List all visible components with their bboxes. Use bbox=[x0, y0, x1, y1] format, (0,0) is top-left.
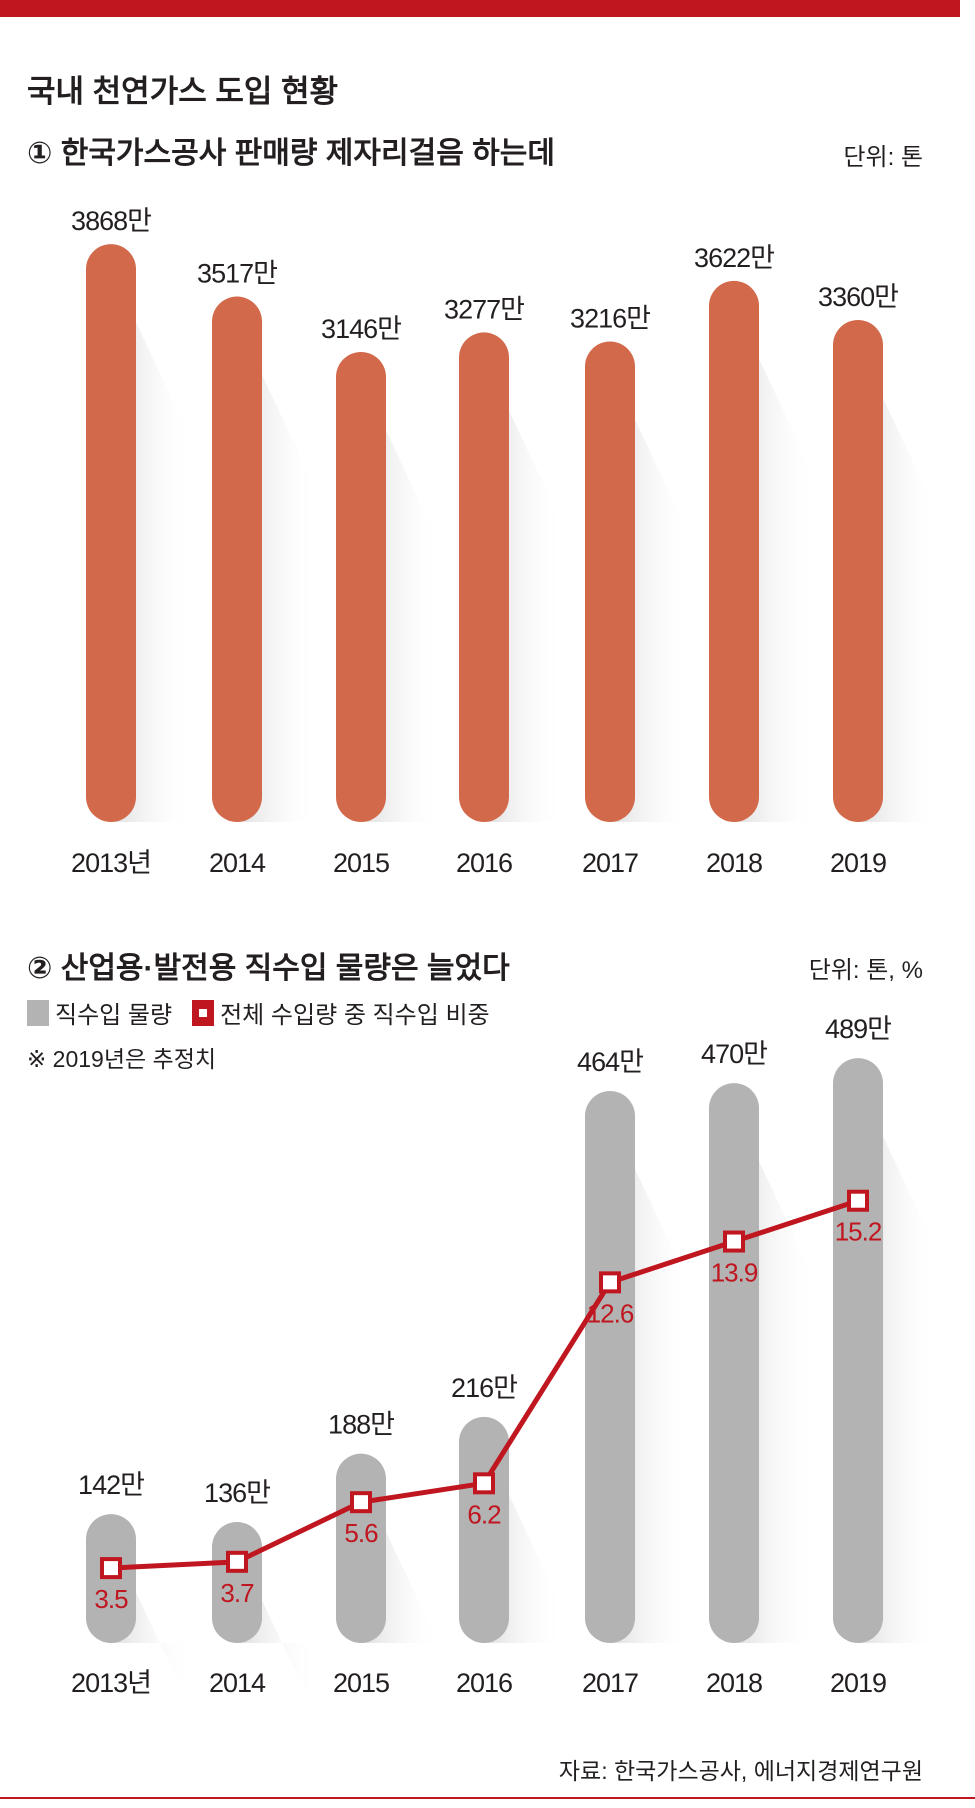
value-label: 3517만 bbox=[197, 259, 277, 289]
value-label: 3622만 bbox=[694, 243, 774, 273]
bottom-rule bbox=[0, 1797, 975, 1799]
line-marker bbox=[473, 1472, 495, 1495]
bar-2019 bbox=[833, 320, 883, 822]
line-marker bbox=[100, 1557, 122, 1580]
chart2-note: ※ 2019년은 추정치 bbox=[27, 1046, 217, 1072]
line-value-label: 6.2 bbox=[467, 1499, 501, 1529]
bar-2019 bbox=[833, 1058, 883, 1643]
top-accent-bar bbox=[0, 0, 960, 17]
line-marker bbox=[723, 1230, 745, 1253]
x-tick-label: 2018 bbox=[706, 848, 762, 878]
value-label: 188만 bbox=[328, 1410, 394, 1440]
bar-2018 bbox=[709, 280, 759, 823]
value-label: 3146만 bbox=[321, 314, 401, 344]
x-tick-label: 2019 bbox=[830, 1668, 886, 1698]
line-value-label: 5.6 bbox=[344, 1518, 378, 1548]
bar-2015 bbox=[336, 1453, 386, 1643]
value-label: 3216만 bbox=[570, 304, 650, 334]
legend-label-bar: 직수입 물량 bbox=[55, 1002, 173, 1029]
value-label: 470만 bbox=[701, 1039, 767, 1069]
x-tick-label: 2017 bbox=[582, 848, 638, 878]
x-tick-label: 2015 bbox=[333, 848, 389, 878]
line-value-label: 12.6 bbox=[587, 1298, 634, 1328]
line-value-label: 3.7 bbox=[220, 1578, 254, 1608]
x-tick-label: 2015 bbox=[333, 1668, 389, 1698]
x-tick-label: 2016 bbox=[456, 848, 512, 878]
value-label: 3277만 bbox=[444, 294, 524, 324]
bar-2015 bbox=[336, 351, 386, 822]
legend-swatch-bar bbox=[27, 999, 49, 1026]
source-note: 자료: 한국가스공사, 에너지경제연구원 bbox=[558, 1758, 923, 1784]
chart1-unit: 단위: 톤 bbox=[843, 144, 923, 171]
chart2-legend: 직수입 물량 전체 수입량 중 직수입 비중 bbox=[27, 995, 490, 1030]
legend-label-line: 전체 수입량 중 직수입 비중 bbox=[220, 1002, 490, 1029]
line-marker bbox=[599, 1271, 621, 1294]
line-marker bbox=[350, 1491, 372, 1514]
value-label: 464만 bbox=[577, 1047, 643, 1077]
x-tick-label: 2013년 bbox=[71, 1668, 151, 1698]
value-label: 3360만 bbox=[818, 282, 898, 312]
line-marker bbox=[226, 1550, 248, 1573]
x-tick-label: 2016 bbox=[456, 1668, 512, 1698]
bar-2013년 bbox=[86, 244, 136, 823]
page-title: 국내 천연가스 도입 현황 bbox=[27, 74, 339, 109]
value-label: 142만 bbox=[78, 1470, 144, 1500]
x-tick-label: 2019 bbox=[830, 848, 886, 878]
value-label: 216만 bbox=[451, 1373, 517, 1403]
bar-2018 bbox=[709, 1083, 759, 1643]
x-tick-label: 2017 bbox=[582, 1668, 638, 1698]
value-label: 136만 bbox=[204, 1478, 270, 1508]
legend-swatch-line bbox=[192, 999, 215, 1026]
bar-2017 bbox=[585, 341, 635, 822]
value-label: 3868만 bbox=[71, 206, 151, 236]
line-value-label: 15.2 bbox=[835, 1217, 882, 1247]
value-label: 489만 bbox=[825, 1014, 891, 1044]
x-tick-label: 2018 bbox=[706, 1668, 762, 1698]
chart1-title: ① 한국가스공사 판매량 제자리걸음 하는데 bbox=[27, 137, 555, 170]
x-tick-label: 2014 bbox=[209, 1668, 266, 1698]
line-value-label: 13.9 bbox=[711, 1258, 758, 1288]
bar-2014 bbox=[212, 296, 262, 823]
chart2-unit: 단위: 톤, % bbox=[808, 957, 923, 984]
x-tick-label: 2013년 bbox=[71, 848, 151, 878]
bar-2016 bbox=[459, 1416, 509, 1643]
bar-2016 bbox=[459, 332, 509, 822]
line-marker bbox=[847, 1189, 869, 1212]
x-tick-label: 2014 bbox=[209, 848, 266, 878]
line-value-label: 3.5 bbox=[94, 1584, 128, 1614]
bar-2017 bbox=[585, 1091, 635, 1643]
bar-2014 bbox=[212, 1521, 262, 1643]
chart2-title: ② 산업용·발전용 직수입 물량은 늘었다 bbox=[27, 952, 510, 985]
